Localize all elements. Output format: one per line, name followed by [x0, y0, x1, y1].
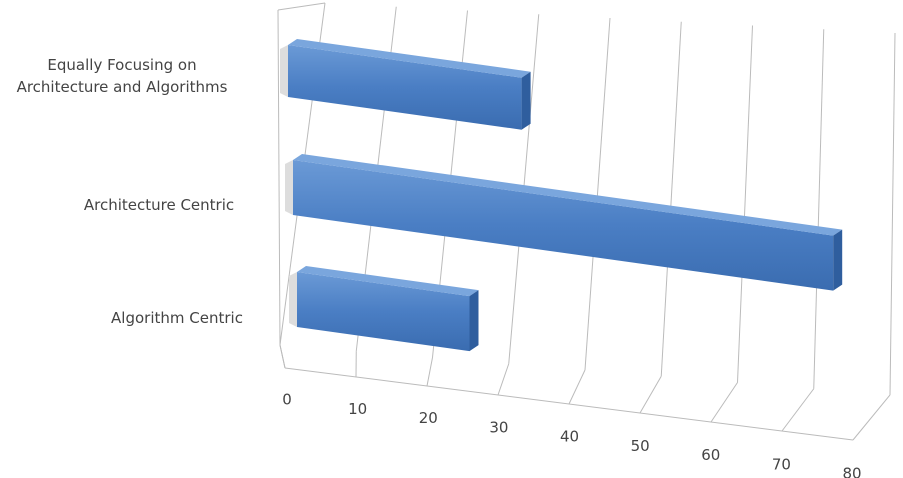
bar	[288, 45, 522, 130]
grid-line	[889, 32, 896, 396]
floor-grid-line	[781, 388, 815, 432]
bar-top	[297, 266, 479, 297]
x-tick-label: 50	[631, 437, 650, 455]
floor-grid-line	[497, 363, 510, 396]
floor-grid-line	[426, 357, 433, 387]
grid-line	[737, 25, 753, 383]
grid-line	[660, 21, 682, 377]
y-tick-label: Algorithm Centric	[111, 309, 243, 327]
x-tick-label: 70	[772, 455, 791, 473]
x-tick-label: 80	[842, 465, 861, 478]
grid-line	[584, 17, 611, 371]
wall-top	[277, 2, 326, 11]
floor-grid-line	[568, 369, 586, 405]
y-tick-label: Architecture Centric	[83, 196, 235, 214]
bar-shadow	[285, 160, 293, 215]
x-tick-label: 10	[348, 400, 367, 418]
bar	[297, 272, 470, 352]
side-wall	[277, 9, 281, 346]
bar-top	[288, 39, 531, 78]
floor-grid-line	[279, 344, 286, 369]
bar-top	[293, 154, 843, 236]
y-tick-label: Equally Focusing on Architecture and Alg…	[16, 56, 228, 96]
bar-end	[833, 229, 843, 291]
x-tick-label: 20	[419, 409, 438, 427]
x-tick-label: 0	[282, 391, 292, 409]
x-tick-label: 40	[560, 428, 579, 446]
x-tick-label: 30	[489, 418, 508, 436]
x-tick-label: 60	[701, 446, 720, 464]
floor-grid-line	[639, 375, 662, 414]
floor-grid-line	[852, 394, 891, 441]
bar-end	[469, 290, 479, 352]
bar-shadow	[289, 272, 297, 327]
floor-grid-line	[710, 382, 738, 423]
grid-line	[813, 29, 825, 389]
bar-end	[521, 71, 531, 130]
bar	[293, 160, 834, 291]
bar-shadow	[280, 45, 288, 97]
